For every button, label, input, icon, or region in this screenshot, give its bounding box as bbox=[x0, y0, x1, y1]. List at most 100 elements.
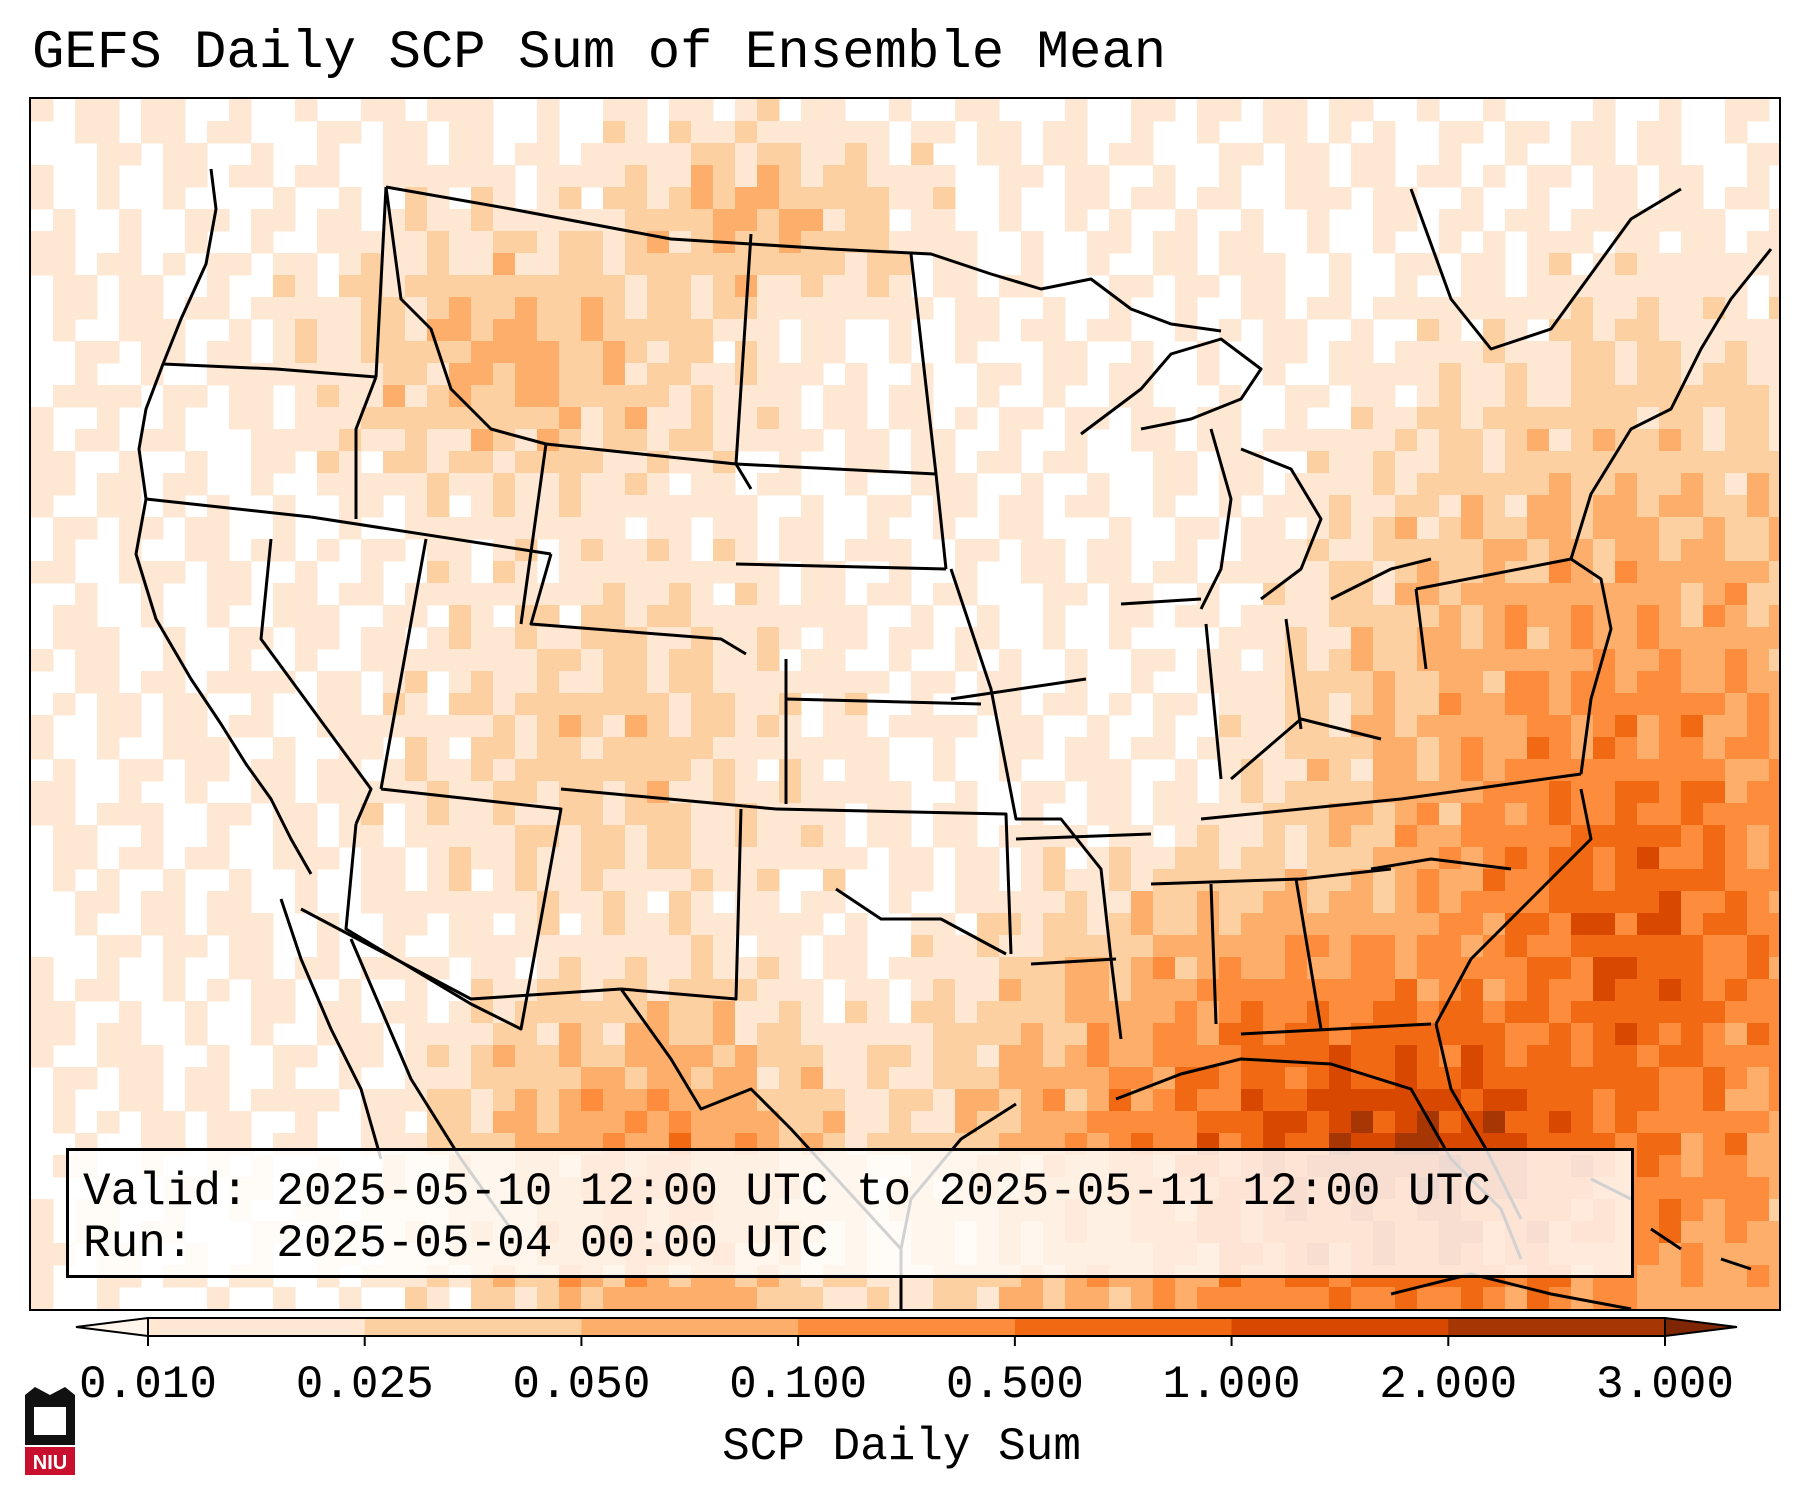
field-cell bbox=[1769, 363, 1779, 386]
field-cell bbox=[449, 539, 472, 562]
field-cell bbox=[1329, 847, 1352, 870]
field-cell bbox=[1043, 121, 1066, 144]
field-cell bbox=[1109, 891, 1132, 914]
field-cell bbox=[405, 121, 428, 144]
field-cell bbox=[1329, 297, 1352, 320]
field-cell bbox=[1131, 407, 1154, 430]
field-cell bbox=[1549, 627, 1572, 650]
field-cell bbox=[1549, 1287, 1572, 1309]
field-cell bbox=[515, 715, 538, 738]
field-cell bbox=[119, 847, 142, 870]
michigan-lp bbox=[1240, 447, 1323, 601]
field-cell bbox=[1725, 473, 1748, 496]
field-cell bbox=[1747, 517, 1770, 540]
field-cell bbox=[1461, 957, 1484, 980]
field-cell bbox=[1505, 495, 1528, 518]
field-cell bbox=[1549, 847, 1572, 870]
field-cell bbox=[1131, 363, 1154, 386]
field-cell bbox=[669, 649, 692, 672]
field-cell bbox=[647, 935, 670, 958]
field-cell bbox=[999, 759, 1022, 782]
field-cell bbox=[779, 913, 802, 936]
field-cell bbox=[1571, 143, 1594, 166]
field-cell bbox=[185, 143, 208, 166]
field-cell bbox=[647, 187, 670, 210]
field-cell bbox=[1659, 253, 1682, 276]
field-cell bbox=[31, 187, 54, 210]
field-cell bbox=[955, 649, 978, 672]
field-cell bbox=[933, 583, 956, 606]
field-cell bbox=[75, 913, 98, 936]
field-cell bbox=[669, 319, 692, 342]
field-cell bbox=[449, 627, 472, 650]
field-cell bbox=[1395, 1067, 1418, 1090]
field-cell bbox=[779, 1089, 802, 1112]
field-cell bbox=[933, 825, 956, 848]
field-cell bbox=[537, 209, 560, 232]
field-cell bbox=[515, 869, 538, 892]
field-cell bbox=[1681, 429, 1704, 452]
field-cell bbox=[1373, 715, 1396, 738]
field-cell bbox=[361, 341, 384, 364]
field-cell bbox=[449, 935, 472, 958]
field-cell bbox=[1307, 1111, 1330, 1134]
field-cell bbox=[1087, 979, 1110, 1002]
field-cell bbox=[1197, 1045, 1220, 1068]
field-cell bbox=[295, 363, 318, 386]
field-cell bbox=[625, 737, 648, 760]
field-cell bbox=[1593, 99, 1616, 122]
field-cell bbox=[757, 121, 780, 144]
field-cell bbox=[1021, 891, 1044, 914]
field-cell bbox=[339, 297, 362, 320]
field-cell bbox=[1395, 693, 1418, 716]
field-cell bbox=[1109, 605, 1132, 628]
field-cell bbox=[1725, 935, 1748, 958]
tn-ky bbox=[1200, 772, 1582, 821]
field-cell bbox=[1439, 693, 1462, 716]
field-cell bbox=[1527, 385, 1550, 408]
field-cell bbox=[493, 847, 516, 870]
field-cell bbox=[1769, 825, 1779, 848]
field-cell bbox=[405, 385, 428, 408]
field-cell bbox=[1527, 605, 1550, 628]
field-cell bbox=[801, 363, 824, 386]
field-cell bbox=[1703, 649, 1726, 672]
field-cell bbox=[141, 561, 164, 584]
field-cell bbox=[867, 429, 890, 452]
field-cell bbox=[1241, 781, 1264, 804]
field-cell bbox=[889, 891, 912, 914]
field-cell bbox=[867, 1067, 890, 1090]
field-cell bbox=[1219, 781, 1242, 804]
field-cell bbox=[1725, 319, 1748, 342]
field-cell bbox=[1571, 385, 1594, 408]
field-cell bbox=[933, 1287, 956, 1309]
field-cell bbox=[581, 891, 604, 914]
field-cell bbox=[823, 209, 846, 232]
field-cell bbox=[1703, 1287, 1726, 1309]
field-cell bbox=[1593, 253, 1616, 276]
field-cell bbox=[1725, 1199, 1748, 1222]
field-cell bbox=[801, 143, 824, 166]
field-cell bbox=[845, 957, 868, 980]
field-cell bbox=[1263, 1111, 1286, 1134]
field-cell bbox=[1725, 1089, 1748, 1112]
field-cell bbox=[757, 847, 780, 870]
field-cell bbox=[1483, 1023, 1506, 1046]
field-cell bbox=[1637, 539, 1660, 562]
field-cell bbox=[163, 187, 186, 210]
field-cell bbox=[867, 451, 890, 474]
field-cell bbox=[1241, 473, 1264, 496]
field-cell bbox=[559, 957, 582, 980]
field-cell bbox=[735, 759, 758, 782]
field-cell bbox=[493, 297, 516, 320]
field-cell bbox=[691, 869, 714, 892]
field-cell bbox=[339, 583, 362, 606]
field-cell bbox=[1241, 847, 1264, 870]
field-cell bbox=[1395, 649, 1418, 672]
field-cell bbox=[229, 803, 252, 826]
field-cell bbox=[735, 363, 758, 386]
field-cell bbox=[1307, 759, 1330, 782]
field-cell bbox=[1351, 781, 1374, 804]
field-cell bbox=[691, 561, 714, 584]
field-cell bbox=[295, 605, 318, 628]
